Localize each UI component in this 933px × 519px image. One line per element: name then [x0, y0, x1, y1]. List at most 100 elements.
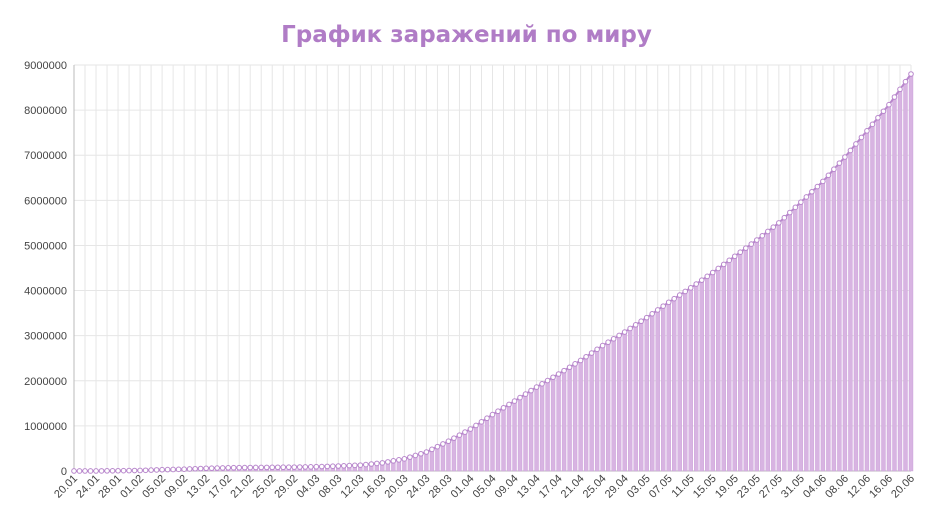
data-point	[550, 374, 556, 381]
bar	[479, 421, 484, 472]
data-point	[836, 160, 843, 166]
data-point	[676, 292, 683, 298]
bar	[506, 404, 512, 472]
y-tick-label: 1000000	[24, 421, 67, 433]
data-point	[236, 464, 242, 471]
bar	[859, 137, 864, 472]
data-point	[445, 438, 452, 445]
bar	[473, 425, 479, 472]
data-point	[302, 464, 309, 470]
x-tick-label: 20.06	[889, 473, 917, 501]
bar	[875, 117, 881, 472]
data-point	[539, 381, 545, 387]
data-point	[787, 209, 793, 216]
bar	[886, 104, 892, 472]
data-point	[610, 336, 617, 342]
bar	[435, 446, 440, 472]
data-point	[522, 391, 529, 397]
data-point	[748, 241, 755, 247]
bar	[897, 89, 903, 472]
data-point	[71, 468, 77, 474]
x-tick-label: 20.03	[383, 473, 411, 501]
data-point	[76, 468, 83, 474]
data-point	[864, 128, 870, 134]
bar	[611, 338, 616, 472]
data-point	[814, 183, 821, 190]
y-tick-label: 6000000	[24, 195, 67, 207]
data-point	[186, 466, 193, 472]
data-point	[225, 464, 231, 471]
data-point	[743, 245, 749, 251]
data-point	[192, 465, 198, 472]
bar	[776, 222, 782, 472]
bar	[512, 400, 517, 472]
data-point	[396, 457, 402, 463]
bar	[501, 407, 506, 472]
data-point	[908, 71, 914, 77]
x-tick-label: 04.03	[294, 473, 322, 501]
data-point	[495, 408, 501, 415]
data-point	[82, 468, 88, 474]
x-tick-label: 31.05	[779, 473, 807, 501]
data-point	[511, 398, 518, 404]
data-point	[709, 269, 716, 276]
data-point	[159, 466, 165, 473]
data-point	[583, 353, 589, 360]
data-point	[572, 361, 578, 367]
bar	[424, 451, 429, 472]
bar	[644, 317, 649, 472]
data-point	[489, 411, 496, 418]
x-axis-ticks: 20.0124.0128.0101.0205.0209.0213.0217.02…	[52, 473, 917, 501]
bar	[705, 276, 710, 472]
bar	[468, 428, 473, 472]
data-point	[720, 261, 727, 268]
x-tick-label: 16.03	[361, 473, 389, 501]
data-point	[104, 468, 110, 474]
data-point	[820, 178, 826, 185]
x-tick-label: 25.04	[581, 473, 609, 501]
data-point	[517, 394, 523, 401]
data-point	[621, 329, 628, 335]
data-point	[120, 467, 127, 474]
y-tick-label: 2000000	[24, 376, 67, 388]
data-point	[897, 86, 903, 93]
x-tick-label: 09.04	[493, 473, 521, 501]
data-point	[561, 367, 567, 374]
bar	[528, 390, 534, 472]
x-tick-label: 05.02	[140, 473, 168, 501]
bar	[600, 345, 605, 472]
data-point	[544, 377, 551, 384]
bar	[765, 231, 771, 472]
x-tick-label: 19.05	[713, 473, 741, 501]
data-point	[875, 114, 881, 121]
data-point	[197, 465, 204, 472]
data-point	[842, 154, 848, 160]
data-point	[126, 467, 132, 474]
data-point	[434, 443, 441, 450]
x-tick-label: 21.04	[559, 473, 587, 501]
data-point	[533, 384, 540, 390]
x-tick-label: 05.04	[471, 473, 499, 501]
data-point	[704, 273, 711, 280]
bar	[616, 335, 622, 472]
data-point	[682, 288, 689, 295]
data-point	[715, 265, 722, 272]
bar	[440, 443, 446, 472]
data-point	[770, 224, 777, 230]
bar	[842, 156, 848, 472]
bar	[754, 239, 759, 472]
bar	[710, 272, 715, 472]
data-point	[500, 405, 507, 411]
x-tick-label: 28.03	[427, 473, 455, 501]
data-point	[660, 303, 667, 309]
x-tick-label: 25.02	[250, 473, 278, 501]
bar	[870, 124, 875, 472]
x-tick-label: 24.01	[74, 473, 102, 501]
data-point	[115, 467, 121, 474]
data-point	[318, 463, 325, 470]
data-point	[258, 464, 265, 471]
data-point	[506, 401, 512, 408]
bar	[837, 162, 842, 472]
data-point	[693, 281, 700, 287]
data-point	[451, 435, 457, 441]
